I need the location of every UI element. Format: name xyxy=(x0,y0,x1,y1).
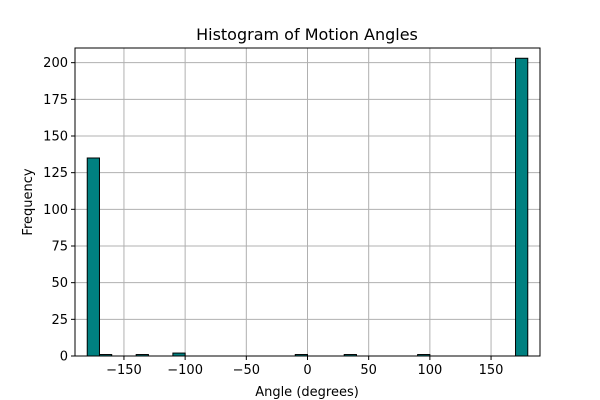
y-tick-label: 150 xyxy=(43,130,68,145)
histogram-bars xyxy=(86,57,529,357)
y-tick-label: 25 xyxy=(51,313,68,328)
x-tick-label: 100 xyxy=(417,363,442,378)
chart-title: Histogram of Motion Angles xyxy=(196,25,418,44)
y-tick-label: 50 xyxy=(51,276,68,291)
x-tick-label: −100 xyxy=(167,363,203,378)
histogram-bar xyxy=(515,57,529,357)
grid-lines xyxy=(75,48,540,357)
y-axis-ticks: 0 25 50 75 100 125 150 175 200 xyxy=(43,56,75,365)
x-tick-label: 0 xyxy=(303,363,311,378)
histogram-bar xyxy=(86,157,100,357)
x-tick-label: −150 xyxy=(106,363,142,378)
y-axis-label: Frequency xyxy=(21,168,36,235)
y-tick-label: 0 xyxy=(60,350,68,365)
y-tick-label: 175 xyxy=(43,93,68,108)
x-tick-label: 150 xyxy=(479,363,504,378)
y-tick-label: 200 xyxy=(43,56,68,71)
x-axis-label: Angle (degrees) xyxy=(255,385,359,400)
x-tick-label: −50 xyxy=(233,363,260,378)
y-tick-label: 125 xyxy=(43,166,68,181)
y-tick-label: 100 xyxy=(43,203,68,218)
x-axis-ticks: −150 −100 −50 0 50 100 150 xyxy=(106,356,503,378)
x-tick-label: 50 xyxy=(360,363,377,378)
y-tick-label: 75 xyxy=(51,240,68,255)
